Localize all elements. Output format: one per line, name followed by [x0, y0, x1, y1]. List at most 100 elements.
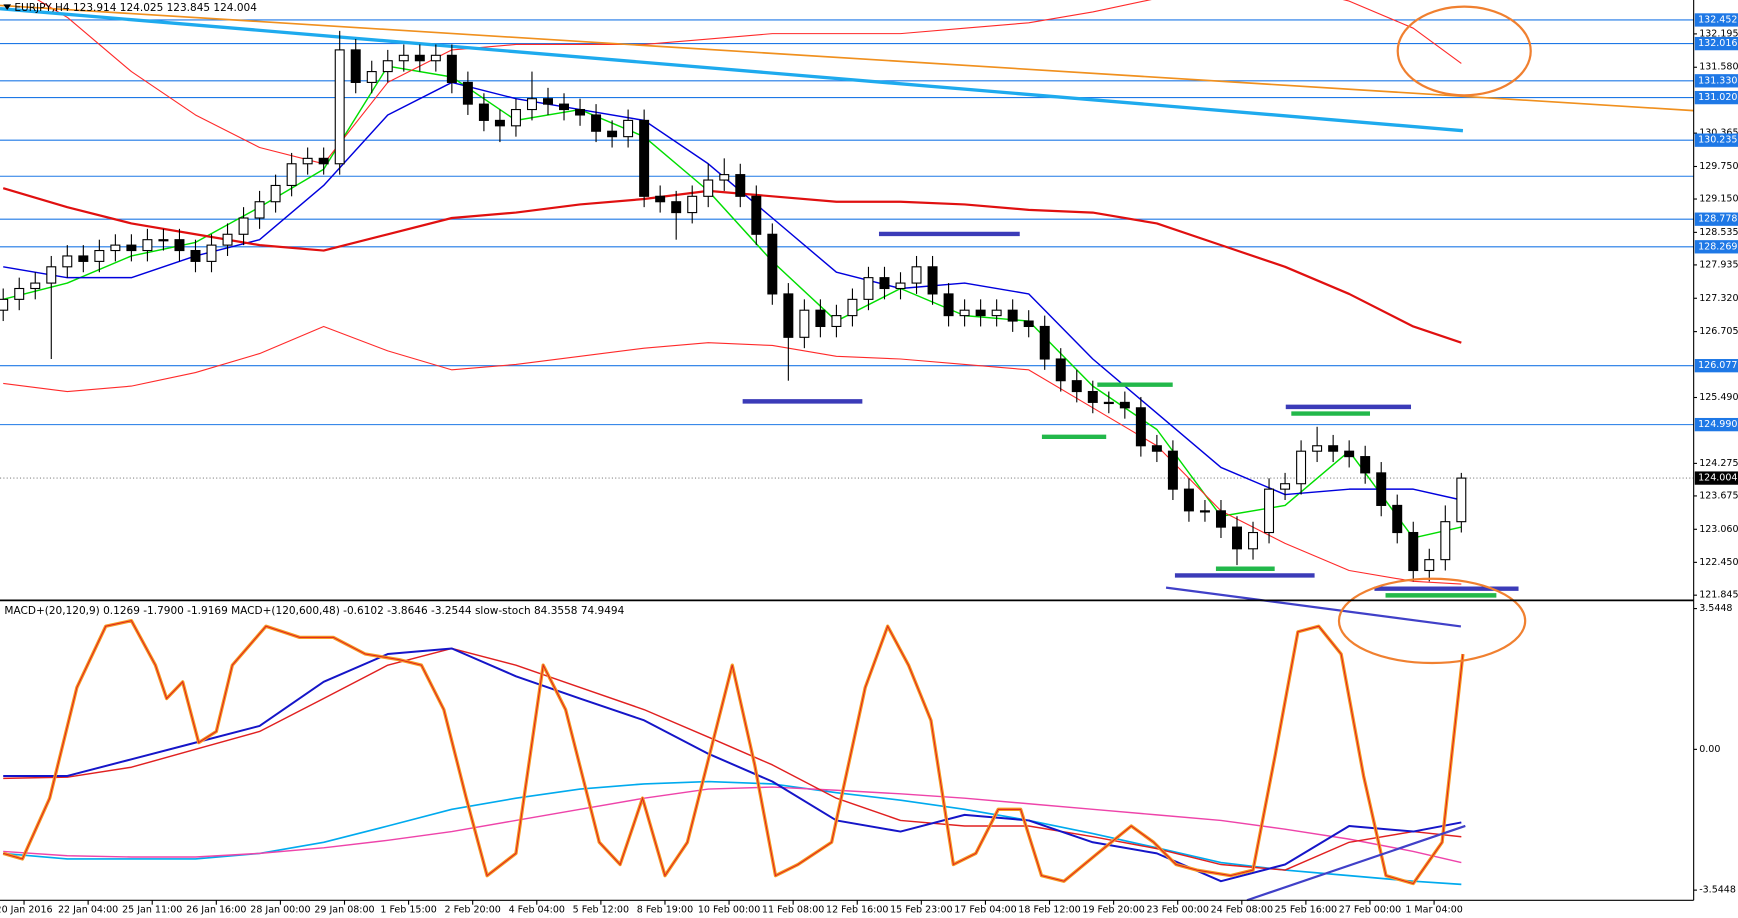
candle-body [1055, 358, 1066, 382]
indicator-line [3, 786, 1462, 864]
candle-body [991, 309, 1002, 317]
candle-body [879, 277, 890, 290]
candle-body [911, 266, 922, 284]
x-tick-label: 1 Feb 15:00 [380, 905, 436, 916]
trend-line [1246, 824, 1466, 902]
candle-body [559, 103, 570, 111]
x-tick-label: 23 Feb 00:00 [1146, 905, 1208, 916]
candle-body [1312, 445, 1323, 452]
y-tick-label: 130.365 [1699, 128, 1738, 139]
y-tick-label: 121.845 [1699, 590, 1738, 601]
x-tick-label: 15 Feb 23:00 [890, 905, 952, 916]
candle-body [1183, 488, 1194, 512]
y-tick-label: 124.275 [1699, 458, 1738, 469]
y-tick-label: 0.00 [1699, 744, 1720, 755]
candle-body [1264, 488, 1275, 534]
level-label-box [1694, 74, 1738, 88]
candle-body [815, 309, 826, 328]
candle-body [526, 98, 537, 111]
candle-body [831, 315, 842, 328]
candle-body [1023, 320, 1034, 328]
candle-body [302, 157, 313, 165]
candle-body [350, 49, 361, 83]
y-tick-label: 127.320 [1699, 293, 1738, 304]
x-tick-label: 4 Feb 04:00 [509, 905, 565, 916]
candle-body [1344, 450, 1355, 458]
main-plot [0, 0, 1694, 585]
candle-body [1424, 559, 1435, 572]
indicator-line [0, 7, 1464, 133]
x-tick-label: 18 Feb 12:00 [1018, 905, 1080, 916]
candle-body [1328, 445, 1339, 452]
indicator-line [3, 647, 1462, 883]
candle-body [1392, 504, 1403, 534]
candle-body [607, 130, 618, 138]
x-tick-label: 10 Feb 00:00 [698, 905, 760, 916]
y-tick-label: 123.675 [1699, 490, 1738, 501]
candle-body [270, 184, 281, 203]
level-label: 132.016 [1698, 38, 1737, 49]
level-label-box [1694, 13, 1738, 27]
y-tick-label: 125.490 [1699, 392, 1738, 403]
candle-body [1456, 477, 1467, 523]
candle-body [1376, 472, 1387, 506]
candle-body [286, 163, 297, 187]
candle-body [863, 277, 874, 300]
x-tick-label: 26 Jan 16:00 [186, 905, 246, 916]
x-tick-label: 12 Feb 16:00 [826, 905, 888, 916]
candle-body [462, 81, 473, 105]
candle-body [927, 266, 938, 295]
level-label-box [1694, 212, 1738, 226]
candle-body [222, 233, 233, 246]
level-label: 126.077 [1698, 360, 1737, 371]
candle-body [1135, 407, 1146, 447]
level-label-box [1694, 90, 1738, 105]
candle-body [94, 249, 105, 262]
x-tick-label: 29 Jan 08:00 [314, 905, 374, 916]
level-label-box [1694, 133, 1738, 147]
level-label: 128.269 [1698, 241, 1737, 252]
level-label-box [1694, 417, 1738, 432]
indicator-line [0, 4, 1694, 112]
candle-body [1280, 483, 1291, 490]
candle-body [543, 98, 553, 105]
candle-body [1360, 456, 1371, 474]
candle-body [430, 54, 441, 62]
candle-body [254, 201, 265, 219]
candle-body [1408, 531, 1419, 572]
x-tick-label: 22 Jan 04:00 [58, 905, 118, 916]
y-tick-label: 123.060 [1699, 524, 1738, 535]
candle-body [1296, 450, 1307, 485]
candle-body [1215, 510, 1226, 528]
candle-body [1007, 309, 1018, 322]
candle-body [46, 266, 57, 284]
level-label-box [1694, 359, 1738, 373]
level-label-box [1694, 240, 1738, 254]
support-marks [1041, 382, 1497, 598]
candle-body [1071, 380, 1082, 393]
candle-body [494, 119, 505, 127]
candle-body [1440, 521, 1451, 561]
x-tick-label: 11 Feb 08:00 [762, 905, 824, 916]
y-tick-label: -3.5448 [1699, 885, 1736, 896]
candle-body [206, 244, 217, 262]
candle-body [14, 287, 25, 300]
y-tick-label: 132.195 [1699, 28, 1738, 39]
candle-body [1087, 390, 1098, 403]
y-tick-label: 129.750 [1699, 161, 1738, 172]
candle-body [1232, 526, 1242, 550]
level-label: 132.452 [1698, 14, 1737, 25]
candle-body [366, 71, 377, 83]
x-tick-label: 25 Jan 11:00 [122, 905, 182, 916]
level-label: 131.020 [1698, 92, 1737, 103]
level-label: 131.330 [1698, 75, 1737, 86]
candle-body [767, 233, 778, 295]
chart-title: EURJPY,H4 123.914 124.025 123.845 124.00… [14, 2, 257, 14]
candle-body [510, 108, 521, 127]
x-tick-label: 2 Feb 20:00 [445, 905, 501, 916]
x-tick-label: 27 Feb 00:00 [1339, 905, 1401, 916]
menu-arrow [3, 4, 12, 10]
x-tick-label: 8 Feb 19:00 [637, 905, 693, 916]
